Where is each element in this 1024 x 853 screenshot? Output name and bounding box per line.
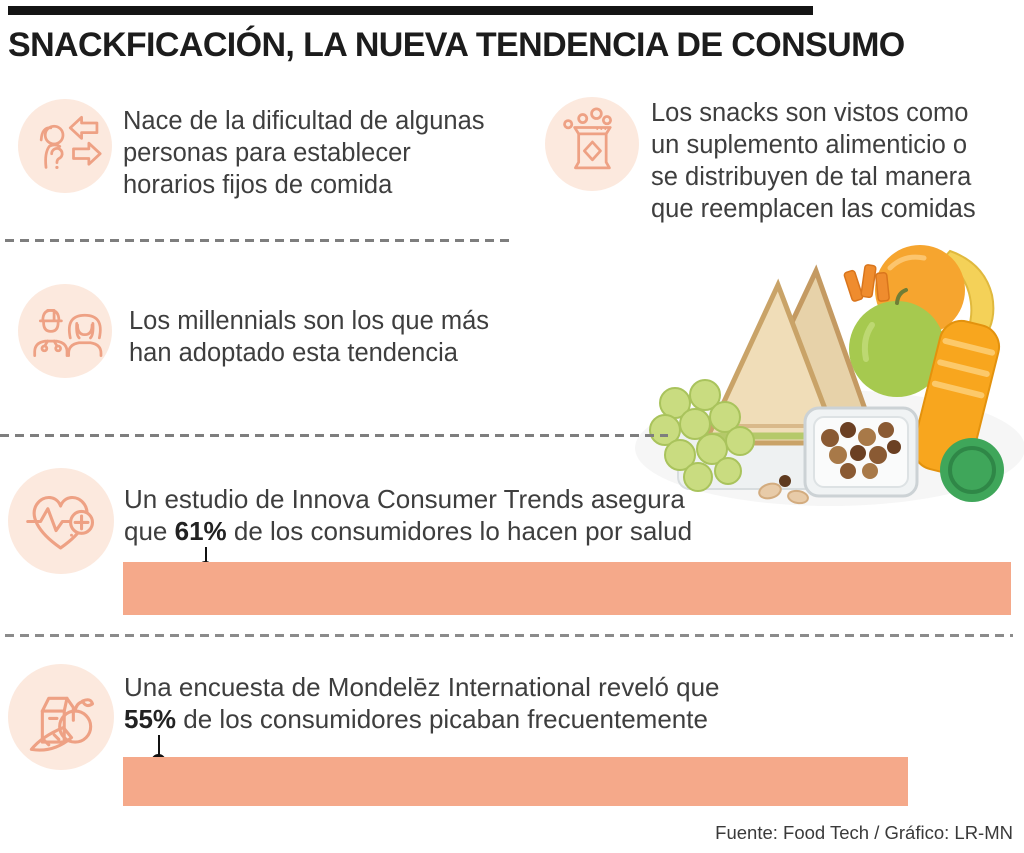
stat-snacking-text: Una encuesta de Mondelēz International r… <box>124 671 720 735</box>
stat-line: Un estudio de Innova Consumer Trends ase… <box>124 484 685 514</box>
stat-line: Una encuesta de Mondelēz International r… <box>124 672 720 702</box>
stat-line: que 61% de los consumidores lo hacen por… <box>124 516 693 546</box>
fact-line: horarios fijos de comida <box>123 171 393 199</box>
millennials-icon <box>18 284 112 378</box>
fact-millennials-text: Los millennials son los que más han adop… <box>129 305 489 369</box>
dashed-separator <box>5 634 1013 637</box>
page-title: SNACKFICACIÓN, LA NUEVA TENDENCIA DE CON… <box>8 26 905 64</box>
fact-line: un suplemento alimenticio o <box>651 131 968 159</box>
fact-line: Nace de la dificultad de algunas <box>123 107 485 135</box>
stat-value: 61% <box>174 516 227 546</box>
confused-person-arrows-icon <box>18 99 112 193</box>
fact-line: se distribuyen de tal manera <box>651 163 972 191</box>
fact-difficulty-text: Nace de la dificultad de algunas persona… <box>123 105 485 201</box>
fact-line: personas para establecer <box>123 139 411 167</box>
stat-bar-55 <box>123 757 908 806</box>
heart-pulse-icon <box>8 468 114 574</box>
stat-value: 55% <box>124 704 177 734</box>
fact-line: Los millennials son los que más <box>129 307 490 335</box>
fact-line: que reemplacen las comidas <box>651 195 976 223</box>
stat-bar-61 <box>123 562 1011 615</box>
healthy-food-icon <box>8 664 114 770</box>
dashed-separator <box>5 239 512 242</box>
fact-supplement-text: Los snacks son vistos como un suplemento… <box>651 97 976 225</box>
snack-bag-icon <box>545 97 639 191</box>
callout-line <box>158 735 160 757</box>
dashed-separator <box>0 434 668 437</box>
fact-line: han adoptado esta tendencia <box>129 339 458 367</box>
callout-line <box>205 547 207 565</box>
stat-health-text: Un estudio de Innova Consumer Trends ase… <box>124 483 692 547</box>
source-credit: Fuente: Food Tech / Gráfico: LR-MN <box>715 822 1013 843</box>
fact-line: Los snacks son vistos como <box>651 99 969 127</box>
stat-line: 55% de los consumidores picaban frecuent… <box>124 704 708 734</box>
lunchbox-photo <box>635 245 1024 506</box>
title-rule <box>8 6 813 15</box>
